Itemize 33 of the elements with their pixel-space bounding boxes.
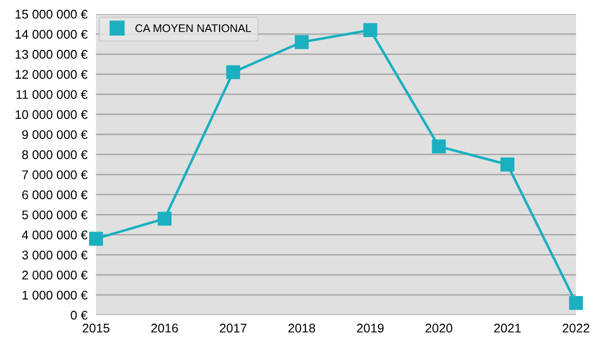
y-tick-label: 13 000 000 € [16,50,88,59]
y-tick-label: 15 000 000 € [16,10,88,19]
x-tick-label: 2019 [357,324,384,333]
y-tick-label: 10 000 000 € [16,110,88,119]
y-tick-label: 1 000 000 € [22,290,88,300]
y-tick-label: 2 000 000 € [22,270,88,280]
x-tick-label: 2015 [82,324,110,333]
y-tick-label: 12 000 000 € [16,70,88,79]
y-tick-label: 5 000 000 € [22,210,88,220]
y-tick-label: 7 000 000 € [22,170,88,180]
y-tick-label: 8 000 000 € [22,150,88,160]
y-tick-label: 0 € [70,310,88,320]
x-tick-label: 2016 [151,324,178,333]
point [226,65,240,80]
y-tick-label: 4 000 000 € [22,230,88,240]
y-tick-label: 9 000 000 € [22,130,88,140]
x-tick-label: 2018 [288,324,316,333]
x-tick-label: 2021 [494,324,521,333]
x-tick-label: 2020 [426,324,452,333]
x-tick-label: 2022 [562,324,590,333]
point [158,212,172,226]
point [432,139,446,154]
point [294,35,309,50]
point [363,23,378,37]
y-tick-label: 3 000 000 € [22,250,88,260]
y-tick-label: 11 000 000 € [16,90,88,99]
point [569,296,583,310]
x-tick-label: 2017 [220,324,246,333]
legend-label: CA MOYEN NATIONAL [135,24,252,32]
y-tick-label: 14 000 000 € [16,30,88,39]
point [89,232,103,246]
y-tick-label: 6 000 000 € [22,190,88,200]
point [500,158,514,172]
